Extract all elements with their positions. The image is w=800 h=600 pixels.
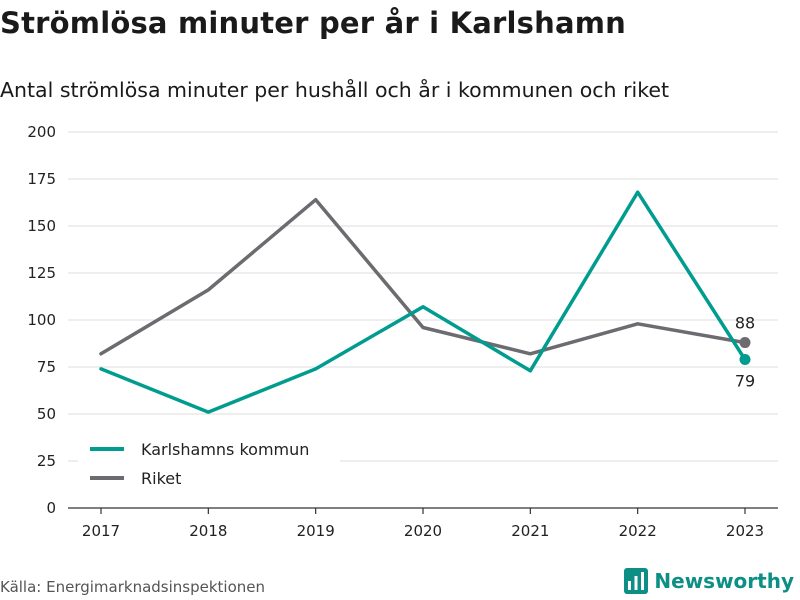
x-tick-label: 2019 [297, 522, 335, 540]
x-tick-label: 2021 [511, 522, 549, 540]
legend-label: Karlshamns kommun [141, 440, 309, 459]
y-tick-label: 50 [37, 405, 56, 423]
y-tick-label: 175 [27, 170, 56, 188]
y-tick-label: 75 [37, 358, 56, 376]
y-tick-label: 200 [27, 123, 56, 141]
legend-label: Riket [141, 469, 181, 488]
legend-box [78, 432, 340, 496]
series-end-point [739, 353, 751, 365]
x-tick-label: 2017 [82, 522, 120, 540]
series-line [99, 197, 747, 356]
y-tick-label: 150 [27, 217, 56, 235]
chart-subtitle: Antal strömlösa minuter per hushåll och … [0, 78, 669, 102]
y-tick-label: 25 [37, 452, 56, 470]
source-note: Källa: Energimarknadsinspektionen [0, 578, 266, 596]
x-tick-label: 2020 [404, 522, 442, 540]
brand-logo: Newsworthy [624, 568, 794, 594]
x-tick-label: 2022 [619, 522, 657, 540]
y-tick-label: 0 [46, 499, 56, 517]
y-tick-label: 100 [27, 311, 56, 329]
data-label: 88 [735, 314, 755, 333]
series-end-point [739, 337, 751, 349]
brand-name: Newsworthy [654, 569, 794, 593]
series-line [99, 190, 747, 414]
page-title: Strömlösa minuter per år i Karlshamn [0, 6, 627, 40]
y-tick-label: 125 [27, 264, 56, 282]
data-label: 79 [735, 371, 755, 390]
x-tick-label: 2018 [189, 522, 227, 540]
x-tick-label: 2023 [726, 522, 764, 540]
newsworthy-logo-icon [624, 568, 649, 594]
